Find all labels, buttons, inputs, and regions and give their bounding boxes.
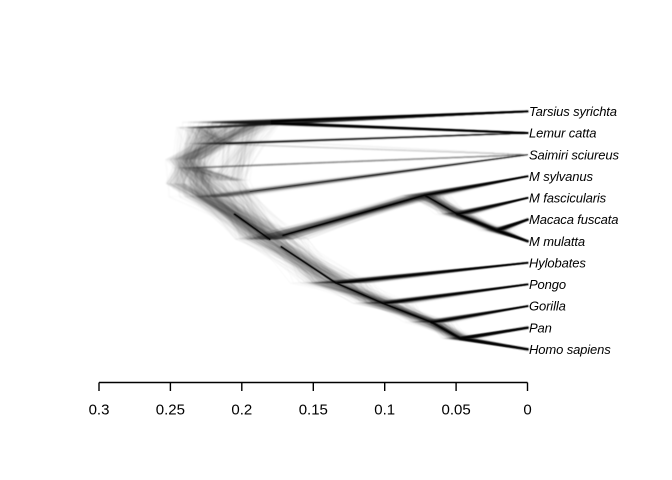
svg-text:Pan: Pan (529, 320, 552, 335)
svg-text:Tarsius syrichta: Tarsius syrichta (529, 104, 617, 119)
svg-text:Lemur catta: Lemur catta (529, 126, 596, 141)
svg-text:Hylobates: Hylobates (529, 255, 586, 270)
svg-text:Homo sapiens: Homo sapiens (529, 342, 611, 357)
svg-text:Pongo: Pongo (529, 277, 566, 292)
svg-text:M fascicularis: M fascicularis (529, 191, 607, 206)
svg-text:0.15: 0.15 (299, 402, 328, 419)
svg-text:0.2: 0.2 (231, 402, 252, 419)
svg-text:0.05: 0.05 (441, 402, 470, 419)
svg-text:M sylvanus: M sylvanus (529, 169, 593, 184)
svg-text:0.3: 0.3 (89, 402, 110, 419)
svg-text:Gorilla: Gorilla (529, 299, 566, 314)
svg-text:Saimiri sciureus: Saimiri sciureus (529, 147, 619, 162)
svg-text:M mulatta: M mulatta (529, 234, 585, 249)
svg-text:0.1: 0.1 (374, 402, 395, 419)
svg-text:Macaca fuscata: Macaca fuscata (529, 212, 618, 227)
svg-text:0: 0 (523, 402, 531, 419)
svg-text:0.25: 0.25 (156, 402, 185, 419)
